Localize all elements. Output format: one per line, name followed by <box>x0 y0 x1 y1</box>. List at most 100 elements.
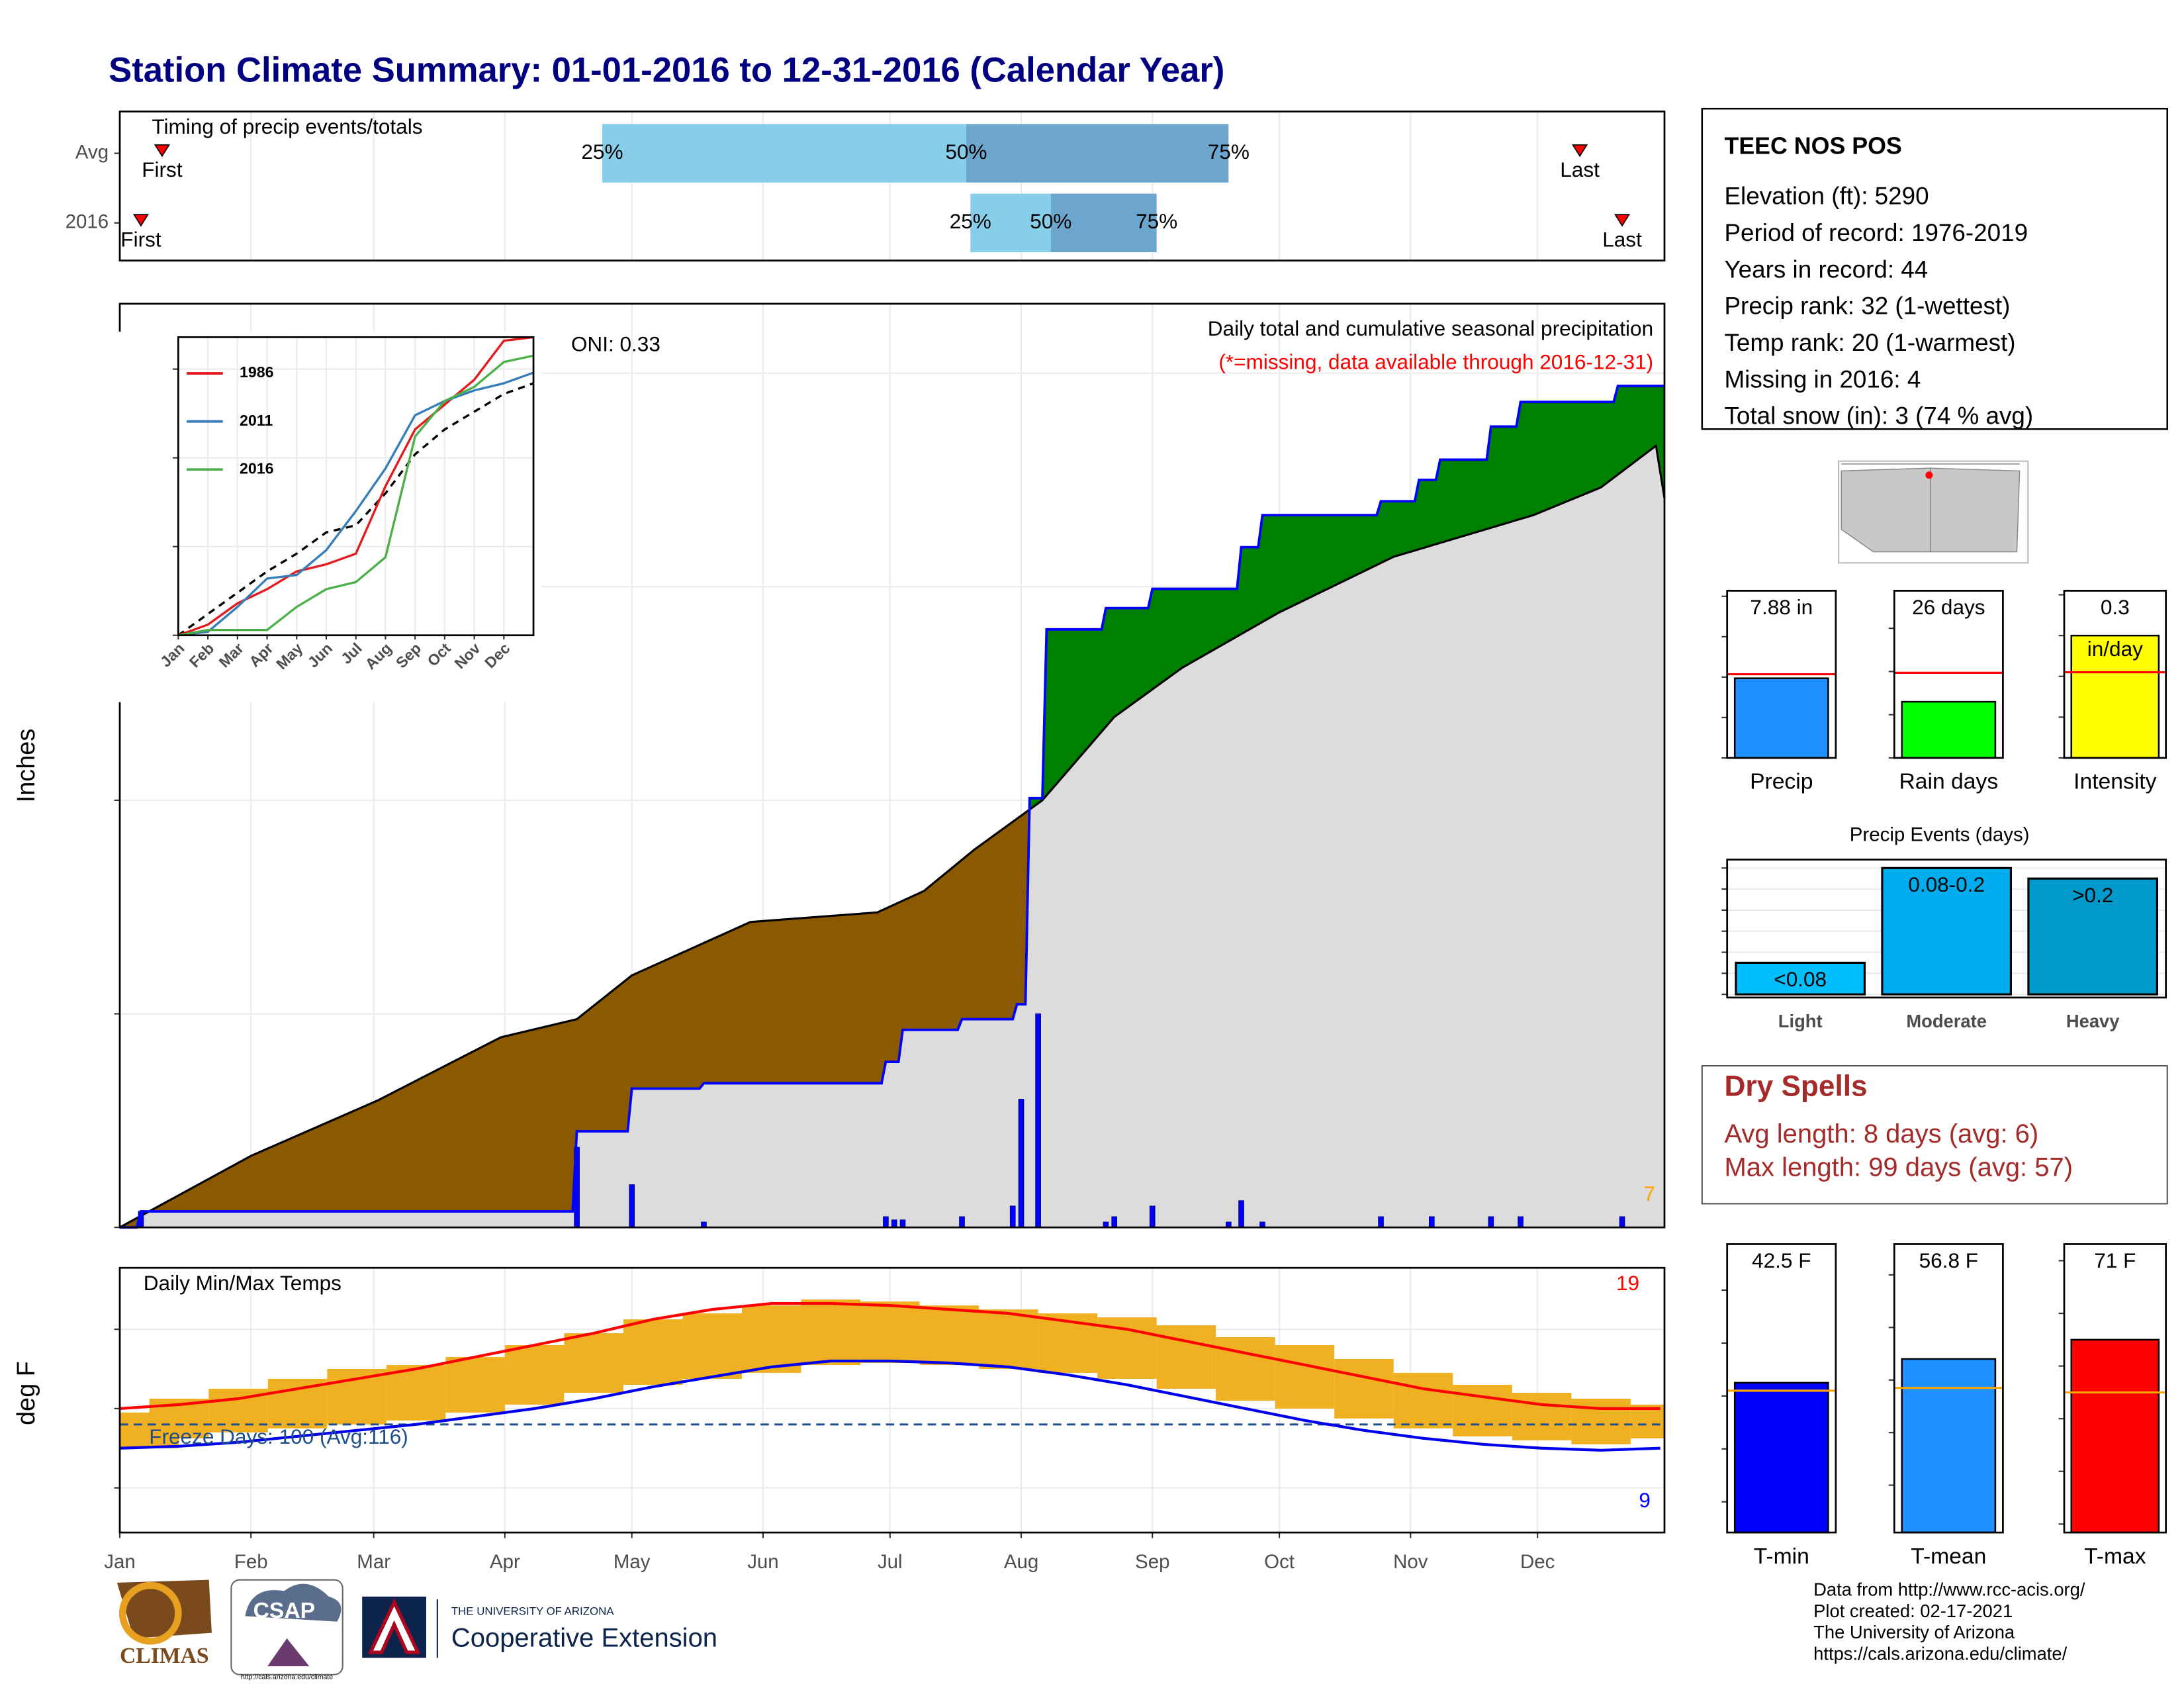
avg-low-line <box>119 1359 1661 1452</box>
y-axis-label: deg F <box>13 1361 40 1425</box>
daily-bar <box>1035 1013 1041 1228</box>
station-line: Temp rank: 20 (1-warmest) <box>1724 329 2015 356</box>
climas-logo <box>118 1581 182 1645</box>
daily-bar <box>1111 1216 1118 1228</box>
station-line: Total snow (in): 3 (74 % avg) <box>1724 402 2033 430</box>
panel-frame <box>177 336 535 637</box>
temp-range-bar <box>1156 1325 1216 1389</box>
avg-high-line <box>119 1302 1661 1410</box>
station-info: Elevation (ft): 5290 Period of record: 19… <box>1724 183 2033 430</box>
daily-bar <box>959 1216 965 1228</box>
category-label: Rain days <box>1899 770 1998 794</box>
x-tick-label: Dec <box>1520 1551 1555 1573</box>
csap-mountain <box>267 1638 310 1667</box>
bar <box>1735 961 1866 996</box>
quartile-label: 25% <box>950 209 991 233</box>
temp-range-bar <box>741 1305 801 1373</box>
panel-frame <box>118 1266 1666 1534</box>
freeze-label: Freeze Days: 100 (Avg:116) <box>149 1425 408 1448</box>
station-line: Years in record: 44 <box>1724 256 1928 283</box>
climas-logo <box>116 1579 212 1639</box>
legend-label: 2011 <box>240 412 273 429</box>
footer-line: The University of Arizona <box>1813 1622 2015 1642</box>
panel-subtitle: (*=missing, data available through 2016-… <box>1218 350 1653 374</box>
value-label: 26 days <box>1912 595 1985 619</box>
category-label: Heavy <box>2066 1011 2120 1031</box>
panel-title: Timing of precip events/totals <box>152 115 422 138</box>
bin-label: 0.08-0.2 <box>1908 872 1985 896</box>
daily-bar <box>899 1219 906 1228</box>
footer-line: Plot created: 02-17-2021 <box>1813 1601 2013 1621</box>
event-label: First <box>120 227 161 251</box>
quartile-label: 75% <box>1136 209 1177 233</box>
bar <box>1901 700 1997 759</box>
temp-range-bar <box>504 1345 565 1405</box>
record-count: 7 <box>1643 1182 1655 1205</box>
low-count: 9 <box>1639 1488 1651 1512</box>
station-location <box>1925 471 1933 479</box>
temp-range-bar <box>564 1333 623 1393</box>
map-state <box>1930 467 2021 553</box>
event-marker <box>154 144 170 158</box>
station-line: Period of record: 1976-2019 <box>1724 219 2028 246</box>
quartile-bar <box>1050 193 1157 252</box>
x-tick-label: Feb <box>234 1551 268 1573</box>
temp-range-bar <box>1334 1359 1394 1419</box>
temp-range-bar <box>1216 1337 1275 1401</box>
bar <box>1733 1382 1829 1534</box>
quartile-label: 50% <box>945 140 987 164</box>
temp-range-bar <box>860 1301 920 1363</box>
station-line: Missing in 2016: 4 <box>1724 365 1921 393</box>
footer: Data from http://www.rcc-acis.org/Plot c… <box>1813 1579 2085 1664</box>
category-label: T-min <box>1754 1544 1809 1569</box>
temp-range-bar <box>386 1364 446 1421</box>
x-tick-label: Nov <box>1393 1551 1428 1573</box>
ua-logo-a <box>367 1598 421 1654</box>
category-label: Moderate <box>1906 1011 1987 1031</box>
bar <box>1881 867 2012 996</box>
university-name: THE UNIVERSITY OF ARIZONA <box>451 1605 614 1618</box>
logos: CLIMAS CSAP http://cals.arizona.edu/clim… <box>116 1579 717 1681</box>
event-marker <box>1614 214 1631 227</box>
x-tick-label: Jun <box>747 1551 779 1573</box>
value-label: 0.3 <box>2101 595 2130 619</box>
x-tick-label: Sep <box>1135 1551 1169 1573</box>
dry-spell-line: Avg length: 8 days (avg: 6) <box>1724 1119 2038 1149</box>
bin-label: <0.08 <box>1774 967 1827 991</box>
value-label: 42.5 F <box>1752 1248 1811 1272</box>
station-box <box>1701 107 2169 430</box>
temp-range-bar <box>1512 1392 1572 1440</box>
bar <box>2027 877 2158 996</box>
daily-bar <box>1619 1216 1625 1228</box>
x-tick-label: Mar <box>357 1551 390 1573</box>
quartile-bar <box>966 124 1229 183</box>
temp-range-bar <box>682 1313 742 1379</box>
dry-spell-line: Max length: 99 days (avg: 57) <box>1724 1152 2073 1182</box>
temp-range-bar <box>1393 1372 1453 1429</box>
daily-bar <box>1018 1099 1024 1228</box>
row-label: 2016 <box>66 211 109 233</box>
dry-spells-title: Dry Spells <box>1724 1070 1867 1102</box>
csap-cloud <box>245 1583 341 1622</box>
series-line <box>177 336 534 637</box>
bar <box>1733 677 1829 759</box>
row-label: Avg <box>75 141 109 163</box>
oni-label: ONI: 0.33 <box>571 332 660 355</box>
climas-text: CLIMAS <box>120 1644 209 1668</box>
daily-bar <box>629 1184 635 1228</box>
temp-range-bar <box>979 1309 1038 1369</box>
daily-bar <box>1488 1216 1494 1228</box>
quartile-bar <box>970 193 1051 252</box>
csap-text: CSAP <box>253 1599 316 1623</box>
category-label: Precip <box>1750 770 1813 794</box>
event-marker <box>132 214 150 227</box>
footer-line: https://cals.arizona.edu/climate/ <box>1813 1643 2067 1664</box>
daily-bar <box>891 1219 897 1228</box>
category-label: Intensity <box>2073 770 2157 794</box>
series-line <box>178 354 534 637</box>
category-label: T-mean <box>1911 1544 1986 1569</box>
daily-bar <box>1149 1205 1156 1228</box>
temp-range-bar <box>1571 1398 1631 1444</box>
temp-range-bar <box>1275 1345 1335 1409</box>
